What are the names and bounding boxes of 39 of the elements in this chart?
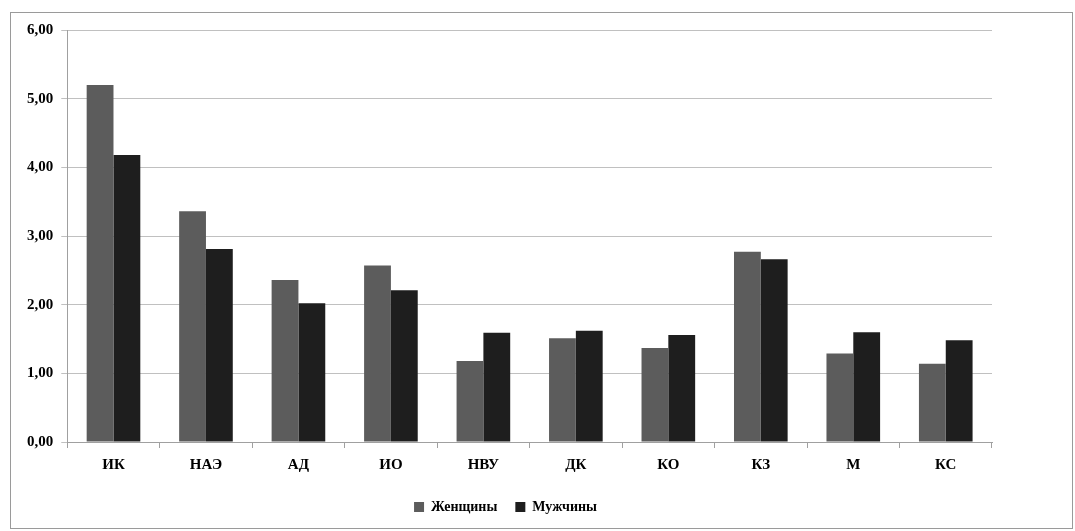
bar xyxy=(853,332,881,442)
bar xyxy=(760,259,788,442)
x-tick-label: КС xyxy=(935,455,957,472)
bar xyxy=(549,338,576,442)
bar xyxy=(113,154,141,442)
bar xyxy=(641,347,669,442)
bar xyxy=(456,360,484,442)
bar xyxy=(945,340,973,442)
bar xyxy=(734,251,761,442)
y-tick-label: 0,00 xyxy=(27,432,54,449)
legend-label: Мужчины xyxy=(532,498,598,514)
x-tick-label: АД xyxy=(287,455,310,472)
bar xyxy=(86,84,114,442)
bar xyxy=(826,353,854,442)
bar xyxy=(483,332,511,442)
bar xyxy=(668,334,696,442)
x-tick-label: КО xyxy=(657,455,680,472)
legend-label: Женщины xyxy=(431,498,498,514)
x-tick-label: КЗ xyxy=(751,455,771,472)
y-tick-label: 6,00 xyxy=(27,20,54,37)
x-tick-label: НВУ xyxy=(467,455,500,472)
x-tick-label: ДК xyxy=(565,455,587,472)
x-tick-label: НАЭ xyxy=(189,455,223,472)
bar xyxy=(390,290,418,442)
x-tick-label: ИО xyxy=(379,455,403,472)
x-tick-label: ИК xyxy=(102,455,125,472)
bar xyxy=(205,249,233,442)
bar xyxy=(918,363,946,442)
y-tick-label: 4,00 xyxy=(27,158,54,175)
bar xyxy=(364,265,391,442)
bar xyxy=(179,211,206,442)
y-tick-label: 1,00 xyxy=(27,364,54,381)
y-tick-label: 2,00 xyxy=(27,295,54,312)
bar xyxy=(575,330,603,442)
x-tick-label: М xyxy=(846,455,861,472)
bar xyxy=(271,279,299,442)
y-tick-label: 5,00 xyxy=(27,89,54,106)
bar xyxy=(298,303,326,442)
y-tick-label: 3,00 xyxy=(27,226,54,243)
